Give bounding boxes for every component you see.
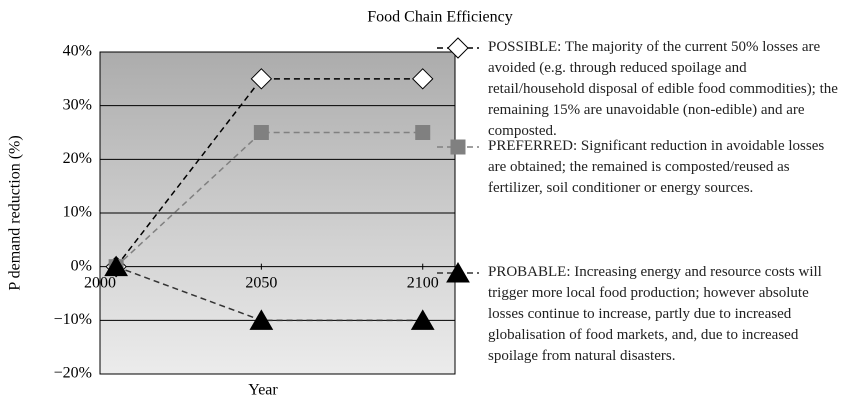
x-axis-label: Year <box>248 382 278 399</box>
series-line <box>115 131 423 268</box>
series-line <box>115 78 423 268</box>
y-tick-label: 0% <box>71 257 92 274</box>
y-tick-label: 40% <box>63 43 92 60</box>
legend-marker <box>447 37 469 59</box>
chart-title: Food Chain Efficiency <box>367 9 512 26</box>
x-tick-label: 2100 <box>407 274 439 291</box>
y-tick-label: 20% <box>63 150 92 167</box>
legend-entry: POSSIBLE: The majority of the current 50… <box>488 39 838 139</box>
legend-marker <box>450 139 466 155</box>
x-tick-label: 2000 <box>84 274 116 291</box>
marker <box>412 68 434 90</box>
y-tick-label: 10% <box>63 204 92 221</box>
y-axis-label: P demand reduction (%) <box>7 135 24 290</box>
legend-entry: PREFERRED: Significant reduction in avoi… <box>488 138 825 196</box>
y-tick-label: −10% <box>54 311 92 328</box>
marker <box>253 125 269 140</box>
marker <box>250 68 273 90</box>
marker <box>415 125 431 140</box>
marker <box>249 309 274 330</box>
marker <box>410 309 435 330</box>
marker <box>104 255 129 277</box>
legend-marker <box>446 262 470 283</box>
y-tick-label: 30% <box>63 96 92 113</box>
x-tick-label: 2050 <box>245 274 277 291</box>
y-tick-label: −20% <box>54 365 92 382</box>
legend-entry: PROBABLE: Increasing energy and resource… <box>488 264 822 364</box>
